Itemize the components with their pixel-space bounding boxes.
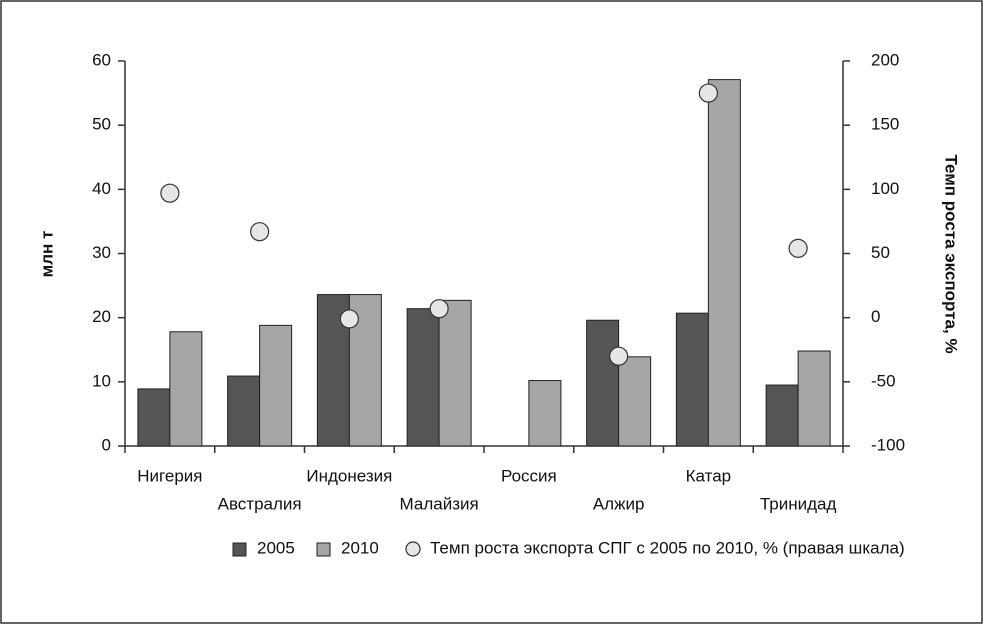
bar (618, 356, 652, 447)
x-tick-label: Нигерия (137, 466, 202, 485)
bar (675, 312, 709, 447)
bar (707, 79, 741, 447)
bar (137, 388, 171, 447)
y2-tick-label: 200 (871, 50, 899, 69)
y2-tick-label: -100 (871, 435, 905, 454)
legend-marker (405, 541, 421, 557)
bar (227, 375, 261, 447)
x-tick-label: Австралия (218, 494, 302, 513)
bar (169, 331, 203, 447)
legend-label: 2005 (257, 538, 295, 557)
bar (528, 380, 562, 447)
legend-marker (316, 542, 331, 557)
y-tick-label: 30 (92, 243, 111, 262)
point (339, 309, 359, 329)
y-tick-label: 20 (92, 307, 111, 326)
x-tick-label: Катар (686, 466, 732, 485)
point (250, 222, 270, 242)
y-axis-title: млн т (37, 231, 56, 278)
y-tick-label: 10 (92, 371, 111, 390)
y2-tick-label: 100 (871, 179, 899, 198)
bar (586, 319, 620, 447)
legend-marker (232, 542, 247, 557)
y2-tick-label: 50 (871, 243, 890, 262)
bar (438, 299, 472, 447)
y2-tick-label: -50 (871, 371, 896, 390)
legend-label: Темп роста экспорта СПГ с 2005 по 2010, … (430, 538, 905, 557)
y2-tick-label: 150 (871, 115, 899, 134)
bar (406, 308, 440, 447)
y-tick-label: 0 (102, 435, 111, 454)
bar (797, 350, 831, 447)
point (698, 83, 718, 103)
y-tick-label: 40 (92, 179, 111, 198)
y2-axis-title: Темп роста экспорта, % (942, 154, 961, 353)
x-tick-label: Россия (501, 466, 557, 485)
x-tick-label: Малайзия (400, 494, 479, 513)
x-tick-label: Тринидад (760, 494, 837, 513)
y-tick-label: 60 (92, 50, 111, 69)
point (429, 299, 449, 319)
x-tick-label: Алжир (593, 494, 645, 513)
y2-tick-label: 0 (871, 307, 880, 326)
bar (259, 324, 293, 447)
point (788, 238, 808, 258)
point (609, 346, 629, 366)
legend-label: 2010 (341, 538, 379, 557)
x-tick-label: Индонезия (306, 466, 392, 485)
y-tick-label: 50 (92, 115, 111, 134)
bar (765, 384, 799, 447)
point (160, 183, 180, 203)
